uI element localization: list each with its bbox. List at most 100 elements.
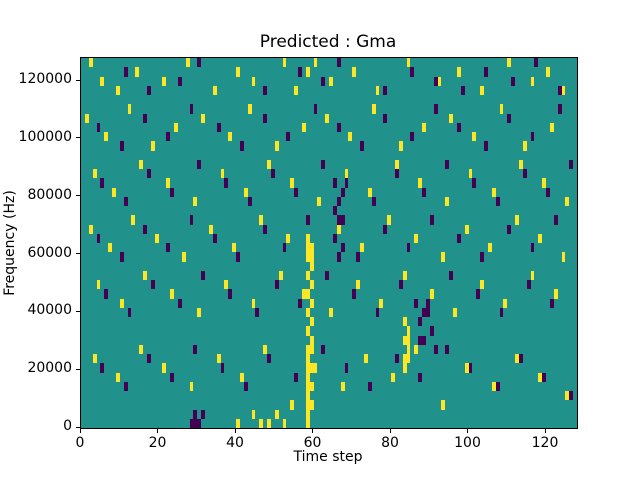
heatmap-cell [383, 85, 388, 95]
heatmap-cell [398, 141, 403, 151]
heatmap-cell [433, 344, 438, 354]
heatmap-cell [123, 67, 128, 77]
heatmap-cell [305, 363, 310, 373]
heatmap-cell [507, 58, 512, 68]
heatmap-cell [96, 122, 101, 132]
x-tick-label: 40 [226, 435, 244, 451]
heatmap-cell [146, 169, 151, 179]
heatmap-cell [150, 141, 155, 151]
heatmap-cell [456, 233, 461, 243]
x-tick-mark [312, 429, 313, 433]
heatmap-cell [321, 76, 326, 86]
heatmap-cell [449, 270, 453, 280]
heatmap-cell [480, 280, 484, 290]
heatmap-cell [464, 224, 469, 234]
heatmap-cell [530, 76, 535, 86]
heatmap-cell [220, 169, 225, 179]
heatmap-cell [464, 363, 469, 373]
heatmap-cell [336, 196, 341, 206]
heatmap-cell [360, 141, 364, 151]
heatmap-cell [247, 196, 252, 206]
x-tick-mark [234, 429, 236, 433]
heatmap-cell [239, 372, 244, 382]
heatmap-cell [96, 280, 101, 290]
heatmap-cell [143, 270, 147, 280]
heatmap-cell [193, 196, 198, 206]
heatmap-cell [336, 224, 341, 234]
heatmap-cell [251, 76, 256, 86]
heatmap-cell [267, 159, 271, 169]
heatmap-cell [429, 326, 434, 336]
heatmap-cell [170, 289, 174, 299]
heatmap-cell [363, 354, 368, 364]
heatmap-cell [344, 178, 349, 188]
heatmap-cell [119, 252, 124, 262]
heatmap-cell [305, 270, 310, 280]
heatmap-cell [154, 233, 159, 243]
heatmap-cell [460, 85, 465, 95]
heatmap-cell [309, 280, 314, 290]
heatmap-cell [569, 159, 574, 169]
heatmap-cell [379, 298, 384, 308]
heatmap-cell [216, 122, 221, 132]
heatmap-cell [270, 169, 275, 179]
heatmap-cell [278, 270, 283, 280]
heatmap-cell [92, 169, 97, 179]
heatmap-cell [119, 298, 124, 308]
heatmap-cell [170, 372, 174, 382]
heatmap-cell [201, 113, 205, 123]
heatmap-cell [336, 215, 341, 225]
heatmap-cell [274, 409, 279, 419]
heatmap-cell [135, 67, 140, 77]
heatmap-cell [549, 298, 554, 308]
heatmap-cell [247, 104, 252, 114]
heatmap-cell [115, 85, 120, 95]
heatmap-cell [487, 243, 492, 253]
heatmap-cell [402, 270, 407, 280]
heatmap-cell [561, 85, 566, 95]
heatmap-cell [313, 104, 318, 114]
heatmap-cell [422, 307, 426, 317]
x-tick-mark [157, 429, 158, 433]
heatmap-cell [309, 344, 314, 354]
heatmap-cell [104, 289, 109, 299]
heatmap-cell [143, 113, 147, 123]
heatmap-cell [228, 132, 233, 142]
heatmap-cell [476, 289, 481, 299]
heatmap-cell [511, 76, 515, 86]
heatmap-cell [530, 243, 535, 253]
heatmap-cell [371, 196, 376, 206]
heatmap-cell [263, 344, 267, 354]
heatmap-cell [232, 243, 236, 253]
heatmap-cell [259, 215, 264, 225]
heatmap-cell [197, 418, 202, 428]
heatmap-cell [456, 67, 461, 77]
heatmap-cell [286, 233, 291, 243]
heatmap-cell [398, 280, 403, 290]
heatmap-cell [189, 381, 194, 391]
heatmap-cell [243, 187, 248, 197]
heatmap-cell [418, 317, 422, 327]
heatmap-cell [88, 224, 93, 234]
heatmap-cell [294, 85, 298, 95]
heatmap-cell [309, 261, 314, 271]
heatmap-cell [313, 363, 318, 373]
heatmap-cell [309, 400, 314, 410]
heatmap-cell [445, 344, 450, 354]
heatmap-cell [170, 187, 174, 197]
heatmap-cell [267, 418, 271, 428]
heatmap-cell [507, 224, 512, 234]
heatmap-cell [84, 113, 89, 123]
heatmap-cell [305, 381, 310, 391]
heatmap-cell [340, 187, 345, 197]
heatmap-cell [239, 141, 244, 151]
heatmap-cell [425, 307, 430, 317]
x-tick-label: 120 [531, 435, 559, 451]
heatmap-cell [542, 178, 546, 188]
heatmap-cell [243, 381, 248, 391]
heatmap-cell [201, 270, 205, 280]
heatmap-cell [305, 418, 310, 428]
heatmap-cell [367, 381, 372, 391]
heatmap-cell [282, 243, 287, 253]
